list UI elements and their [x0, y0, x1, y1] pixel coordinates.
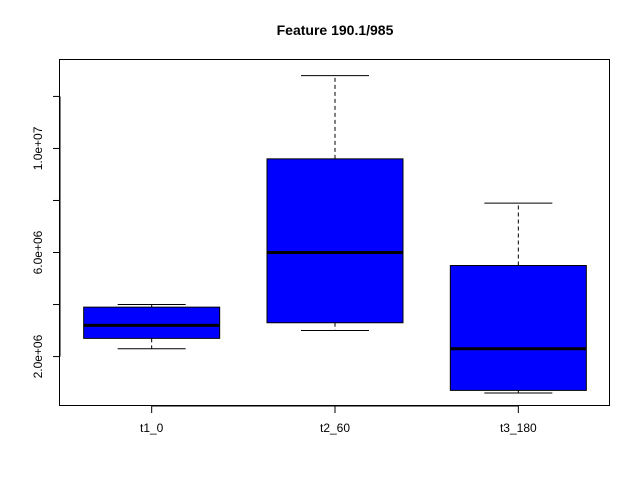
- box-body: [83, 306, 221, 339]
- chart-title: Feature 190.1/985: [277, 22, 394, 38]
- box-body: [449, 265, 587, 391]
- y-tick-label: 2.0e+06: [31, 334, 45, 378]
- x-tick-label: t2_60: [320, 421, 350, 435]
- boxes: [83, 75, 587, 394]
- box-t1_0: [83, 304, 221, 350]
- y-tick-label: 1.0e+07: [31, 126, 45, 170]
- x-axis: t1_0 t2_60 t3_180: [140, 405, 537, 435]
- y-tick-label: 6.0e+06: [31, 230, 45, 274]
- box-body: [266, 158, 404, 324]
- box-t2_60: [266, 75, 404, 332]
- x-tick-label: t1_0: [140, 421, 164, 435]
- box-t3_180: [449, 202, 587, 394]
- x-tick-label: t3_180: [500, 421, 537, 435]
- y-axis: 2.0e+06 6.0e+06 1.0e+07: [31, 95, 61, 378]
